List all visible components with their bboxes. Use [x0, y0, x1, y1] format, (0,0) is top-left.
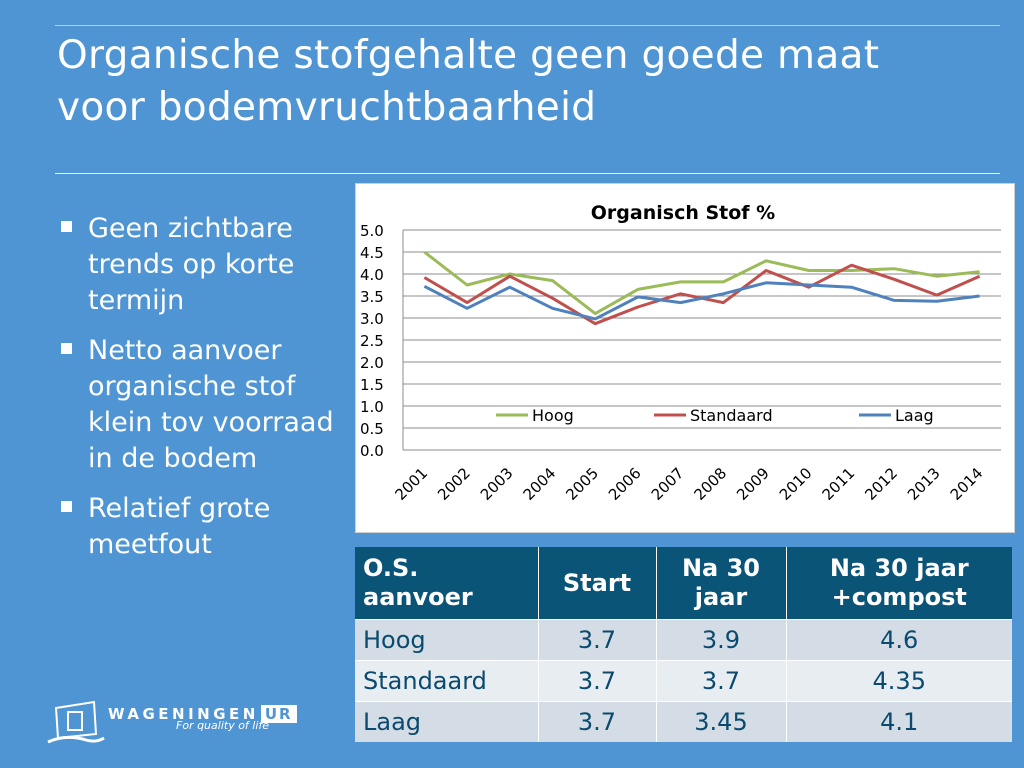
- bullet-square-icon: [61, 501, 72, 512]
- table-cell: Laag: [355, 701, 539, 742]
- bullet-item: Relatief grote meetfout: [58, 491, 348, 563]
- slide-title: Organische stofgehalte geen goede maat v…: [57, 30, 997, 134]
- logo-word: WAGENINGEN: [108, 705, 259, 723]
- x-tick-label: 2003: [477, 464, 517, 504]
- table-cell: 3.7: [656, 660, 787, 702]
- y-axis-ticks: 5.0 4.5 4.0 3.5 3.0 2.5 2.0 1.5 1.0 0.5 0.0: [360, 222, 384, 460]
- x-axis-ticks: 2001 2002 2003 2004 2005 2006 2007 2008 2009 2010…: [391, 464, 986, 504]
- header-na-30-jaar-compost: Na 30 jaar +compost: [786, 547, 1012, 620]
- bullet-square-icon: [61, 221, 72, 232]
- x-tick-label: 2014: [947, 464, 987, 504]
- bullet-item: Geen zichtbare trends op korte termijn: [58, 211, 348, 319]
- table-row: Standaard 3.7 3.7 4.35: [355, 660, 1012, 702]
- table-row: Hoog 3.7 3.9 4.6: [355, 619, 1012, 661]
- x-tick-label: 2006: [605, 464, 645, 504]
- chart-legend: Hoog Standaard Laag: [496, 406, 934, 425]
- title-line-1: Organische stofgehalte geen goede maat: [57, 33, 880, 78]
- series-line-hoog: [423, 250, 980, 316]
- table-cell: 4.35: [786, 660, 1012, 702]
- y-tick-label: 2.0: [360, 354, 384, 372]
- building-icon: [47, 700, 105, 744]
- y-tick-label: 0.5: [360, 420, 384, 438]
- x-tick-label: 2013: [904, 464, 944, 504]
- x-tick-label: 2005: [562, 464, 602, 504]
- x-tick-label: 2009: [733, 464, 773, 504]
- x-tick-label: 2004: [520, 464, 560, 504]
- table-cell: 3.7: [538, 619, 657, 661]
- y-tick-label: 3.0: [360, 310, 384, 328]
- x-tick-label: 2008: [690, 464, 730, 504]
- chart-canvas: Organisch Stof % 5.0 4.5 4.0 3.5 3.0 2.5 2.0 1.…: [360, 202, 1001, 504]
- title-divider: [55, 173, 1000, 174]
- bullet-text: Geen zichtbare trends op korte termijn: [88, 213, 295, 316]
- chart-gridlines: [402, 229, 1001, 451]
- x-tick-label: 2002: [434, 464, 474, 504]
- wageningen-logo: WAGENINGEN UR For quality of life: [46, 700, 316, 748]
- aanvoer-table: O.S. aanvoer Start Na 30 jaar Na 30 jaar…: [355, 547, 1012, 742]
- x-tick-label: 2012: [861, 464, 901, 504]
- line-chart: Organisch Stof % 5.0 4.5 4.0 3.5 3.0 2.5 2.0 1.…: [355, 183, 1015, 533]
- bullet-text: Relatief grote meetfout: [88, 493, 271, 560]
- series-line-laag: [423, 281, 980, 321]
- bullet-list: Geen zichtbare trends op korte termijn N…: [58, 211, 348, 577]
- table-cell: 4.1: [786, 701, 1012, 742]
- top-rule: [55, 25, 1000, 26]
- header-os-aanvoer: O.S. aanvoer: [355, 547, 539, 620]
- legend-label: Laag: [895, 406, 934, 425]
- title-line-2: voor bodemvruchtbaarheid: [57, 85, 597, 130]
- y-tick-label: 1.5: [360, 376, 384, 394]
- table-cell: 3.7: [538, 660, 657, 702]
- x-tick-label: 2001: [391, 464, 431, 504]
- legend-label: Hoog: [532, 406, 574, 425]
- y-tick-label: 1.0: [360, 398, 384, 416]
- y-tick-label: 0.0: [360, 442, 384, 460]
- x-tick-label: 2011: [819, 464, 859, 504]
- table-cell: 3.7: [538, 701, 657, 742]
- y-tick-label: 2.5: [360, 332, 384, 350]
- legend-label: Standaard: [690, 406, 773, 425]
- chart-series: [423, 250, 981, 326]
- header-start: Start: [538, 547, 657, 620]
- table-cell: Hoog: [355, 619, 539, 661]
- x-tick-label: 2010: [776, 464, 816, 504]
- table-header-row: O.S. aanvoer Start Na 30 jaar Na 30 jaar…: [355, 547, 1012, 620]
- table-cell: 3.9: [656, 619, 787, 661]
- table-cell: 3.45: [656, 701, 787, 742]
- chart-title: Organisch Stof %: [591, 202, 775, 224]
- table-cell: Standaard: [355, 660, 539, 702]
- bullet-square-icon: [61, 343, 72, 354]
- table-row: Laag 3.7 3.45 4.1: [355, 701, 1012, 742]
- y-tick-label: 4.0: [360, 266, 384, 284]
- table-cell: 4.6: [786, 619, 1012, 661]
- logo-wordmark: WAGENINGEN UR: [108, 705, 297, 723]
- y-tick-label: 5.0: [360, 222, 384, 240]
- logo-tagline: For quality of life: [176, 719, 270, 732]
- logo-ur: UR: [260, 705, 297, 723]
- bullet-item: Netto aanvoer organische stof klein tov …: [58, 333, 348, 477]
- header-na-30-jaar: Na 30 jaar: [656, 547, 787, 620]
- x-tick-label: 2007: [648, 464, 688, 504]
- y-tick-label: 3.5: [360, 288, 384, 306]
- y-tick-label: 4.5: [360, 244, 384, 262]
- bullet-text: Netto aanvoer organische stof klein tov …: [88, 335, 334, 474]
